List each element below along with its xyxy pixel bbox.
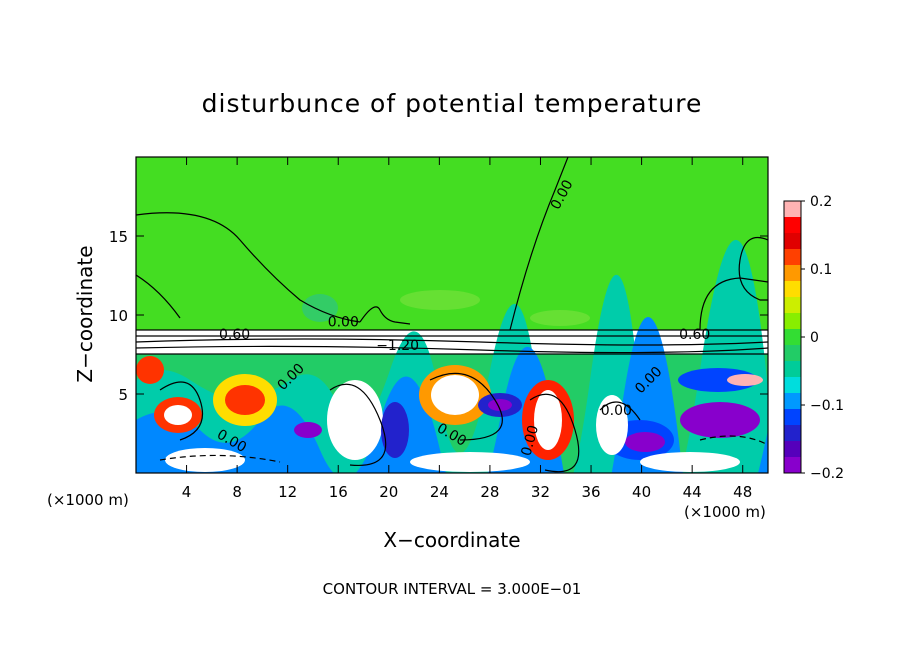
contour-line — [159, 454, 281, 463]
colorbar-tick-label: 0 — [810, 330, 819, 346]
y-axis-label: Z−coordinate — [73, 245, 97, 382]
contour-line — [699, 435, 768, 446]
x-tick-label: 32 — [531, 483, 550, 501]
colorbar-tick-label: 0.2 — [810, 194, 832, 210]
x-tick-label: 20 — [379, 483, 398, 501]
colorbar-tick-label: −0.2 — [810, 466, 844, 482]
plot-area: 0.000.000.60−1.200.600.00 0.000.000.00 0.0… — [135, 156, 769, 474]
eddy-cold — [680, 402, 760, 438]
colorbar-swatch — [784, 409, 801, 426]
eddy-cold — [678, 368, 758, 392]
colorbar-swatch — [784, 345, 801, 362]
contour-line — [159, 381, 204, 441]
y-tick-label: 5 — [118, 386, 128, 404]
contour-label: 0.60 — [219, 327, 250, 343]
x-tick-label: 16 — [329, 483, 348, 501]
y-tick-label: 15 — [109, 228, 128, 246]
colorbar-swatches — [784, 201, 801, 474]
colorbar-swatch — [784, 361, 801, 378]
contour-label: 0.00 — [328, 314, 359, 330]
eddy-warm — [165, 448, 245, 472]
eddy-warm — [534, 390, 562, 450]
y-tick-label: 10 — [109, 307, 128, 325]
contour-label: −1.20 — [376, 338, 419, 354]
field-patch — [302, 294, 338, 322]
colorbar-swatch — [784, 457, 801, 474]
eddy-warm — [225, 385, 265, 415]
eddy-cold — [625, 432, 665, 452]
heatmap-field — [136, 157, 768, 473]
x-tick-label: 48 — [733, 483, 752, 501]
x-tick-label: 24 — [430, 483, 449, 501]
eddy-cold — [488, 399, 512, 411]
x-tick-label: 44 — [683, 483, 702, 501]
colorbar-swatch — [784, 377, 801, 394]
colorbar-tick-label: −0.1 — [810, 398, 844, 414]
contour-line — [136, 338, 768, 346]
x-tick-label: 36 — [581, 483, 600, 501]
contour-line — [136, 274, 181, 319]
eddy-warm — [327, 380, 383, 460]
contour-line — [136, 345, 768, 354]
colorbar-swatch — [784, 297, 801, 314]
colorbar-swatch — [784, 281, 801, 298]
eddy — [136, 317, 768, 473]
field-patch — [530, 310, 590, 326]
eddy-warm — [596, 395, 628, 455]
contour-line — [738, 236, 768, 301]
colorbar-swatch — [784, 441, 801, 458]
eddy-warm — [727, 374, 763, 386]
colorbar-swatch — [784, 217, 801, 234]
colorbar-swatch — [784, 313, 801, 330]
colorbar: 0.2 0.1 0 −0.1 −0.2 — [783, 194, 844, 482]
eddy-warm — [640, 452, 740, 472]
x-tick-label: 40 — [632, 483, 651, 501]
eddy-cold — [381, 402, 409, 458]
colorbar-swatch — [784, 265, 801, 282]
colorbar-ticks: 0.2 0.1 0 −0.1 −0.2 — [801, 194, 844, 482]
turbulent-eddies — [136, 240, 768, 473]
colorbar-swatch — [784, 425, 801, 442]
contour-line — [359, 306, 411, 325]
colorbar-swatch — [784, 249, 801, 266]
colorbar-swatch — [784, 329, 801, 346]
contour-line — [599, 401, 641, 421]
contour-line — [509, 157, 569, 331]
colorbar-swatch — [784, 393, 801, 410]
contour-interval-note: CONTOUR INTERVAL = 3.000E−01 — [323, 580, 582, 598]
eddy-warm — [164, 405, 192, 425]
contour-line — [329, 383, 387, 467]
x-tick-label: 28 — [480, 483, 499, 501]
y-axis: 5 10 15 — [109, 228, 768, 404]
x-axis: 4 8 12 16 20 24 28 32 36 40 44 48 — [182, 157, 752, 501]
chart-title: disturbunce of potential temperature — [202, 89, 703, 118]
x-axis-unit: (×1000 m) — [47, 491, 129, 509]
x-tick-label: 8 — [232, 483, 242, 501]
eddy-cold — [294, 422, 322, 438]
contour-line — [429, 372, 503, 441]
eddy-warm — [136, 356, 164, 384]
contour-line — [529, 393, 580, 473]
contour-label: 0.00 — [519, 423, 543, 457]
x-tick-label: 12 — [278, 483, 297, 501]
contour-label: 0.60 — [679, 327, 710, 343]
eddy-warm — [410, 452, 530, 472]
eddy-warm — [431, 375, 479, 415]
contour-line — [136, 212, 361, 323]
contour-lines — [136, 157, 768, 473]
field-patch — [400, 290, 480, 310]
colorbar-tick-label: 0.1 — [810, 262, 832, 278]
x-tick-label: 4 — [182, 483, 192, 501]
x-axis-label: X−coordinate — [383, 528, 520, 552]
contour-line — [699, 277, 768, 331]
colorbar-swatch — [784, 233, 801, 250]
colorbar-swatch — [784, 201, 801, 218]
z-axis-unit: (×1000 m) — [684, 503, 766, 521]
contour-label: 0.00 — [601, 403, 632, 419]
